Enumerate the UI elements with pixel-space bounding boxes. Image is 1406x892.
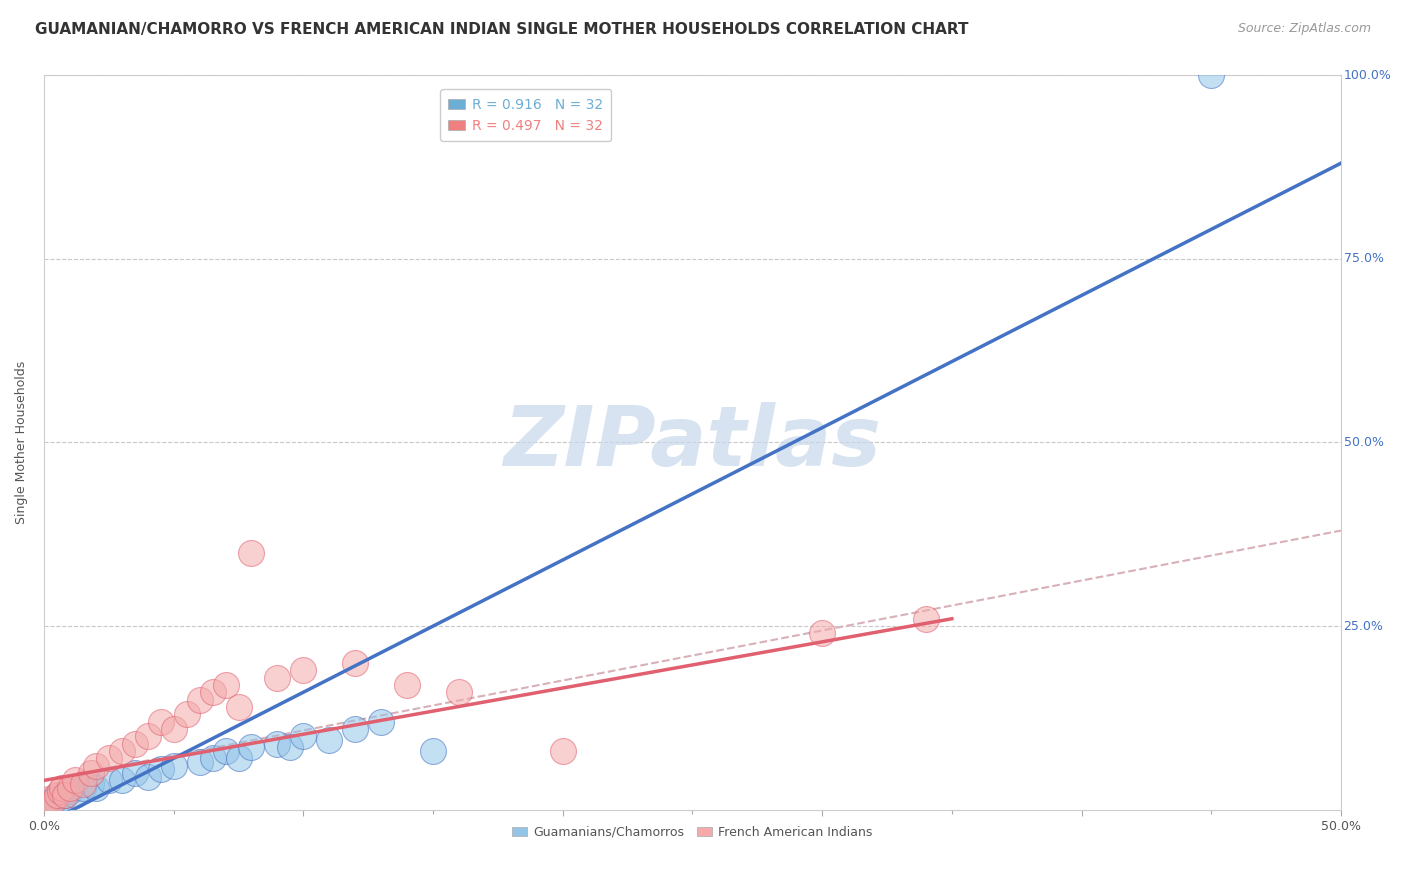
Point xyxy=(45,788,67,802)
Point xyxy=(79,766,101,780)
Point xyxy=(35,799,58,814)
Point xyxy=(240,740,263,755)
Point xyxy=(51,780,73,795)
Point xyxy=(344,656,367,670)
Point xyxy=(292,663,315,677)
Point xyxy=(149,763,172,777)
Text: Source: ZipAtlas.com: Source: ZipAtlas.com xyxy=(1237,22,1371,36)
Point xyxy=(266,671,288,685)
Point xyxy=(41,796,63,810)
Text: 50.0%: 50.0% xyxy=(1344,436,1384,449)
Point xyxy=(422,744,444,758)
Text: GUAMANIAN/CHAMORRO VS FRENCH AMERICAN INDIAN SINGLE MOTHER HOUSEHOLDS CORRELATIO: GUAMANIAN/CHAMORRO VS FRENCH AMERICAN IN… xyxy=(35,22,969,37)
Point xyxy=(214,678,236,692)
Point xyxy=(240,546,263,560)
Text: ZIPatlas: ZIPatlas xyxy=(503,402,882,483)
Point xyxy=(124,737,146,751)
Point xyxy=(214,744,236,758)
Point xyxy=(811,626,834,640)
Point xyxy=(59,784,82,798)
Point xyxy=(59,780,82,795)
Point xyxy=(1199,68,1222,82)
Point xyxy=(38,791,60,805)
Point xyxy=(370,714,392,729)
Point xyxy=(72,777,94,791)
Point xyxy=(72,780,94,795)
Point xyxy=(53,788,76,802)
Point xyxy=(228,700,250,714)
Point xyxy=(97,773,120,788)
Point xyxy=(176,707,198,722)
Point xyxy=(41,797,63,811)
Point xyxy=(136,770,159,784)
Point xyxy=(45,796,67,810)
Point xyxy=(111,773,134,788)
Point xyxy=(318,733,340,747)
Point xyxy=(79,777,101,791)
Point xyxy=(53,788,76,802)
Point xyxy=(447,685,470,699)
Point xyxy=(266,737,288,751)
Point xyxy=(201,751,224,765)
Point xyxy=(149,714,172,729)
Text: 100.0%: 100.0% xyxy=(1344,69,1392,81)
Point xyxy=(63,788,86,802)
Point xyxy=(38,796,60,810)
Point xyxy=(84,780,107,795)
Point xyxy=(344,722,367,736)
Point xyxy=(44,791,66,805)
Y-axis label: Single Mother Households: Single Mother Households xyxy=(15,360,28,524)
Point xyxy=(97,751,120,765)
Point xyxy=(396,678,419,692)
Point xyxy=(111,744,134,758)
Point xyxy=(188,755,211,769)
Point xyxy=(48,788,70,802)
Text: 75.0%: 75.0% xyxy=(1344,252,1384,265)
Point xyxy=(228,751,250,765)
Point xyxy=(551,744,574,758)
Point xyxy=(63,773,86,788)
Point xyxy=(915,612,938,626)
Point xyxy=(136,729,159,743)
Text: 25.0%: 25.0% xyxy=(1344,620,1384,632)
Point xyxy=(163,722,186,736)
Point xyxy=(48,784,70,798)
Point xyxy=(188,692,211,706)
Point xyxy=(280,740,302,755)
Point xyxy=(51,791,73,805)
Point xyxy=(201,685,224,699)
Point xyxy=(292,729,315,743)
Point xyxy=(163,758,186,772)
Legend: Guamanians/Chamorros, French American Indians: Guamanians/Chamorros, French American In… xyxy=(508,821,877,844)
Point xyxy=(84,758,107,772)
Point xyxy=(35,799,58,814)
Point xyxy=(124,766,146,780)
